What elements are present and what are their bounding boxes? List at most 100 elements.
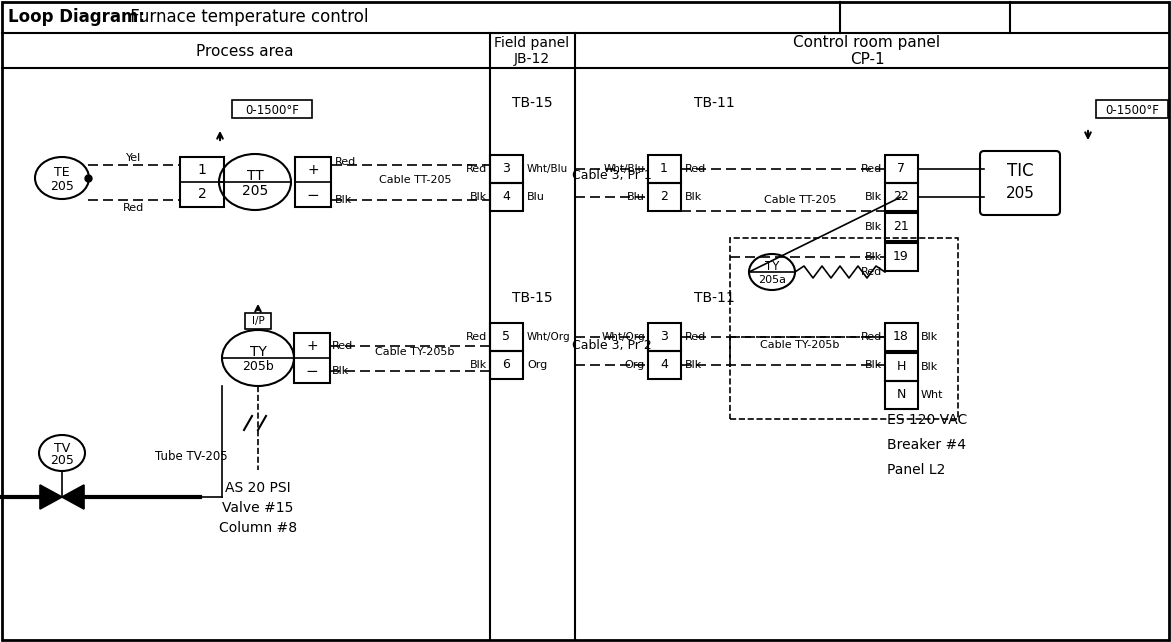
Text: 205b: 205b xyxy=(242,361,274,374)
Text: −: − xyxy=(307,187,320,202)
Text: Wht/Blu: Wht/Blu xyxy=(604,164,645,174)
Text: Blk: Blk xyxy=(864,360,882,370)
Polygon shape xyxy=(62,485,84,509)
Text: 205: 205 xyxy=(50,455,74,467)
Text: Wht/Org: Wht/Org xyxy=(527,332,570,342)
Text: 21: 21 xyxy=(893,220,909,234)
Text: 2: 2 xyxy=(198,187,206,201)
Text: 205: 205 xyxy=(50,180,74,193)
Text: 0-1500°F: 0-1500°F xyxy=(245,103,299,116)
Text: 3: 3 xyxy=(502,162,509,175)
Text: Control room panel
CP-1: Control room panel CP-1 xyxy=(794,35,940,67)
Text: 6: 6 xyxy=(502,358,509,372)
Text: Blk: Blk xyxy=(864,192,882,202)
Bar xyxy=(885,353,918,381)
Bar xyxy=(489,155,523,183)
Text: 4: 4 xyxy=(660,358,667,372)
Text: Red: Red xyxy=(685,164,706,174)
Bar xyxy=(730,238,958,419)
Text: 205: 205 xyxy=(242,184,268,198)
Text: Red: Red xyxy=(861,332,882,342)
Bar xyxy=(885,323,918,351)
Bar xyxy=(489,351,523,379)
Text: 205: 205 xyxy=(1006,186,1034,200)
Text: Blk: Blk xyxy=(864,222,882,232)
Text: Cable 3, Pr 2: Cable 3, Pr 2 xyxy=(573,338,652,352)
Bar xyxy=(245,313,271,329)
Polygon shape xyxy=(40,485,62,509)
Text: Cable TY-205b: Cable TY-205b xyxy=(760,340,840,350)
Text: Blk: Blk xyxy=(685,192,703,202)
Text: Blk: Blk xyxy=(922,362,938,372)
Text: Red: Red xyxy=(333,341,354,351)
Text: Blk: Blk xyxy=(470,192,487,202)
Text: Org: Org xyxy=(527,360,547,370)
Text: Wht/Org: Wht/Org xyxy=(602,332,645,342)
Text: Red: Red xyxy=(123,203,145,213)
Text: Breaker #4: Breaker #4 xyxy=(886,438,966,452)
Text: 205a: 205a xyxy=(758,275,786,285)
Text: H: H xyxy=(896,361,905,374)
Text: +: + xyxy=(307,163,319,177)
Text: Cable TT-205: Cable TT-205 xyxy=(763,195,836,205)
Text: TY: TY xyxy=(249,345,267,359)
Bar xyxy=(885,213,918,241)
Text: ES 120 VAC: ES 120 VAC xyxy=(886,413,967,427)
Text: Tube TV-205: Tube TV-205 xyxy=(155,451,227,464)
Bar xyxy=(885,155,918,183)
Text: Red: Red xyxy=(335,157,356,167)
Text: 1: 1 xyxy=(660,162,667,175)
Text: 7: 7 xyxy=(897,162,905,175)
Text: TE: TE xyxy=(54,166,70,178)
Text: Cable TT-205: Cable TT-205 xyxy=(378,175,451,185)
Text: Blk: Blk xyxy=(864,252,882,262)
Text: I/P: I/P xyxy=(252,316,265,326)
Bar xyxy=(489,323,523,351)
Text: AS 20 PSI: AS 20 PSI xyxy=(225,481,290,495)
Text: Cable 3, Pr 1: Cable 3, Pr 1 xyxy=(573,168,652,182)
Text: Blk: Blk xyxy=(922,332,938,342)
Text: N: N xyxy=(896,388,905,401)
Text: 3: 3 xyxy=(660,331,667,343)
Text: Loop Diagram:: Loop Diagram: xyxy=(8,8,145,26)
Text: 0-1500°F: 0-1500°F xyxy=(1105,103,1159,116)
Bar xyxy=(648,351,682,379)
Text: Yel: Yel xyxy=(126,153,142,163)
Text: Wht/Blu: Wht/Blu xyxy=(527,164,568,174)
Bar xyxy=(648,183,682,211)
Text: Blk: Blk xyxy=(333,366,349,376)
Text: TB-15: TB-15 xyxy=(512,291,553,305)
Text: 1: 1 xyxy=(198,163,206,177)
Text: Valve #15: Valve #15 xyxy=(222,501,294,515)
Bar xyxy=(648,155,682,183)
Text: Red: Red xyxy=(861,267,882,277)
Bar xyxy=(885,183,918,211)
Text: 4: 4 xyxy=(502,191,509,204)
Bar xyxy=(885,381,918,409)
Text: Blk: Blk xyxy=(335,195,352,205)
Text: Field panel
JB-12: Field panel JB-12 xyxy=(494,36,569,66)
Text: Red: Red xyxy=(466,164,487,174)
Text: 19: 19 xyxy=(893,250,909,263)
Bar xyxy=(1096,100,1167,118)
Text: Furnace temperature control: Furnace temperature control xyxy=(125,8,369,26)
Bar xyxy=(489,183,523,211)
Text: Org: Org xyxy=(625,360,645,370)
Text: −: − xyxy=(306,363,319,379)
Text: TT: TT xyxy=(247,169,263,183)
Text: TY: TY xyxy=(765,261,779,273)
Text: 2: 2 xyxy=(660,191,667,204)
Text: Blk: Blk xyxy=(470,360,487,370)
Text: +: + xyxy=(306,339,317,353)
Text: TIC: TIC xyxy=(1007,162,1033,180)
Text: Blu: Blu xyxy=(527,192,545,202)
Text: Process area: Process area xyxy=(197,44,294,58)
Text: Blu: Blu xyxy=(628,192,645,202)
Text: 5: 5 xyxy=(502,331,511,343)
Text: TV: TV xyxy=(54,442,70,455)
Bar xyxy=(885,243,918,271)
Text: Red: Red xyxy=(861,164,882,174)
Bar xyxy=(294,333,330,383)
Text: 18: 18 xyxy=(893,331,909,343)
Text: 22: 22 xyxy=(893,191,909,204)
